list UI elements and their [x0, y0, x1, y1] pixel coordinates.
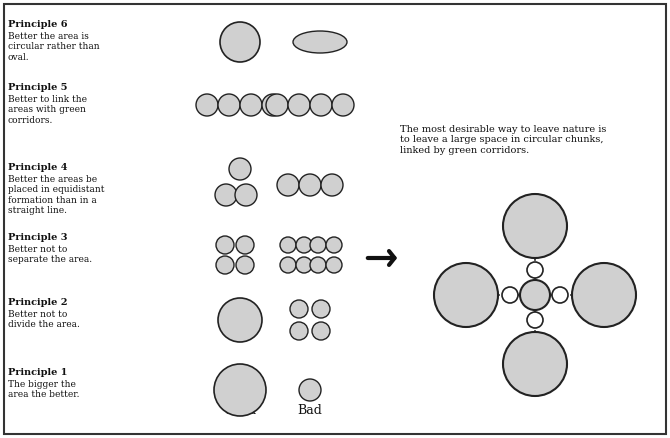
Ellipse shape — [293, 31, 347, 53]
Circle shape — [321, 174, 343, 196]
Circle shape — [326, 237, 342, 253]
Circle shape — [520, 280, 550, 310]
Text: Better the area is
circular rather than
oval.: Better the area is circular rather than … — [8, 32, 100, 62]
Text: Good: Good — [223, 404, 257, 417]
Circle shape — [236, 256, 254, 274]
Text: Principle 6: Principle 6 — [8, 20, 68, 29]
Circle shape — [310, 237, 326, 253]
Circle shape — [296, 257, 312, 273]
Circle shape — [299, 174, 321, 196]
Circle shape — [214, 364, 266, 416]
Circle shape — [262, 94, 284, 116]
Text: Principle 5: Principle 5 — [8, 83, 68, 92]
Circle shape — [236, 236, 254, 254]
Circle shape — [332, 94, 354, 116]
Text: Better the areas be
placed in equidistant
formation than in a
straight line.: Better the areas be placed in equidistan… — [8, 175, 105, 215]
Circle shape — [527, 312, 543, 328]
Text: Better to link the
areas with green
corridors.: Better to link the areas with green corr… — [8, 95, 87, 125]
Text: Bad: Bad — [297, 404, 322, 417]
Circle shape — [290, 300, 308, 318]
Circle shape — [216, 236, 234, 254]
Circle shape — [312, 300, 330, 318]
Circle shape — [280, 257, 296, 273]
Text: Principle 4: Principle 4 — [8, 163, 68, 172]
Text: Principle 3: Principle 3 — [8, 233, 68, 242]
Circle shape — [215, 184, 237, 206]
Circle shape — [235, 184, 257, 206]
Text: Better not to
divide the area.: Better not to divide the area. — [8, 310, 80, 329]
Circle shape — [218, 94, 240, 116]
Circle shape — [220, 22, 260, 62]
Circle shape — [218, 298, 262, 342]
Circle shape — [299, 379, 321, 401]
Circle shape — [277, 174, 299, 196]
Circle shape — [229, 158, 251, 180]
Circle shape — [296, 237, 312, 253]
Circle shape — [503, 332, 567, 396]
Circle shape — [312, 322, 330, 340]
Text: The most desirable way to leave nature is
to leave a large space in circular chu: The most desirable way to leave nature i… — [400, 125, 606, 155]
Text: Better not to
separate the area.: Better not to separate the area. — [8, 245, 92, 265]
Circle shape — [503, 194, 567, 258]
Circle shape — [527, 262, 543, 278]
Circle shape — [326, 257, 342, 273]
Circle shape — [310, 94, 332, 116]
Circle shape — [196, 94, 218, 116]
Text: The bigger the
area the better.: The bigger the area the better. — [8, 380, 80, 399]
Circle shape — [572, 263, 636, 327]
Circle shape — [290, 322, 308, 340]
Text: Principle 2: Principle 2 — [8, 298, 68, 307]
Text: Principle 1: Principle 1 — [8, 368, 68, 377]
Circle shape — [288, 94, 310, 116]
Circle shape — [434, 263, 498, 327]
Circle shape — [266, 94, 288, 116]
Circle shape — [216, 256, 234, 274]
Circle shape — [280, 237, 296, 253]
Circle shape — [552, 287, 568, 303]
Circle shape — [502, 287, 518, 303]
Circle shape — [310, 257, 326, 273]
Circle shape — [240, 94, 262, 116]
